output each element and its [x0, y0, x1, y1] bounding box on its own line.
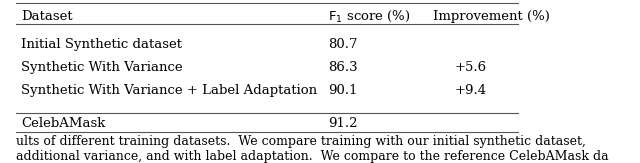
Text: 91.2: 91.2	[328, 117, 357, 130]
Text: Initial Synthetic dataset: Initial Synthetic dataset	[21, 38, 182, 51]
Text: +5.6: +5.6	[454, 60, 486, 74]
Text: Dataset: Dataset	[21, 10, 73, 23]
Text: +9.4: +9.4	[454, 84, 486, 97]
Text: Synthetic With Variance: Synthetic With Variance	[21, 60, 183, 74]
Text: Improvement (%): Improvement (%)	[433, 10, 550, 23]
Text: 86.3: 86.3	[328, 60, 357, 74]
Text: Synthetic With Variance + Label Adaptation: Synthetic With Variance + Label Adaptati…	[21, 84, 317, 97]
Text: 90.1: 90.1	[328, 84, 357, 97]
Text: ults of different training datasets.  We compare training with our initial synth: ults of different training datasets. We …	[16, 135, 586, 148]
Text: additional variance, and with label adaptation.  We compare to the reference Cel: additional variance, and with label adap…	[16, 150, 609, 163]
Text: 80.7: 80.7	[328, 38, 357, 51]
Text: $\mathrm{F}_1$ score (%): $\mathrm{F}_1$ score (%)	[328, 9, 410, 24]
Text: CelebAMask: CelebAMask	[21, 117, 106, 130]
